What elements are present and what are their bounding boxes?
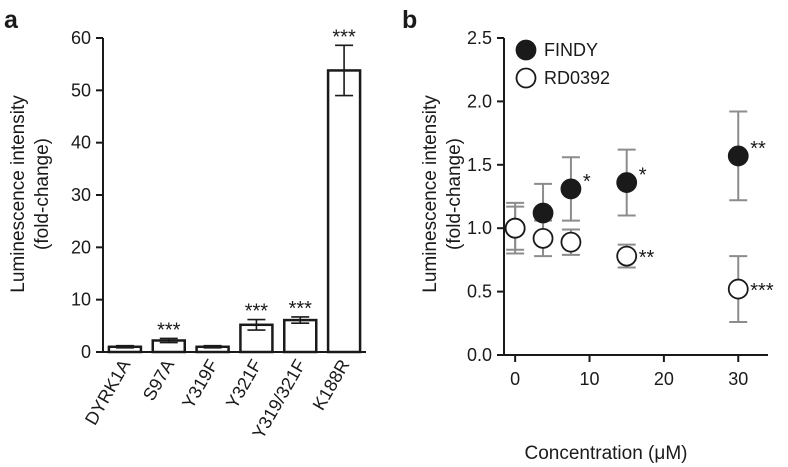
panel-a-letter: a bbox=[4, 6, 19, 34]
panel-b-y-tick-label: 2.5 bbox=[467, 28, 492, 48]
panel-b-x-tick-label: 20 bbox=[654, 369, 674, 389]
panel-a-category-label: S97A bbox=[139, 356, 178, 404]
panel-b-y-tick-label: 2.0 bbox=[467, 91, 492, 111]
panel-a-significance-label: *** bbox=[245, 301, 269, 323]
panel-b-open-point bbox=[727, 278, 749, 300]
panel-a-category-label: DYRK1A bbox=[81, 356, 134, 428]
panel-b-significance-label: ** bbox=[639, 247, 655, 269]
panel-a-y-tick-label: 50 bbox=[71, 80, 91, 100]
panel-b-open-point bbox=[616, 245, 638, 267]
panel-b-letter: b bbox=[402, 6, 417, 34]
panel-b-legend-label: FINDY bbox=[544, 40, 598, 60]
panel-b-points: * ******** bbox=[504, 110, 774, 324]
panel-b-y-tick-label: 1.5 bbox=[467, 155, 492, 175]
panel-b-x-tick-label: 30 bbox=[728, 369, 748, 389]
panel-a-bars: *** *** *** *** bbox=[107, 26, 362, 354]
panel-a-significance-label: *** bbox=[157, 319, 181, 341]
panel-b-legend-label: RD0392 bbox=[544, 68, 610, 88]
panel-a-y-axis: 0 10 20 30 40 50 60 bbox=[71, 28, 104, 362]
panel-b-open-point bbox=[532, 227, 554, 249]
panel-a-bar bbox=[326, 69, 362, 354]
panel-a-category-label: Y321F bbox=[222, 356, 266, 412]
panel-a-category-label: K188R bbox=[309, 356, 354, 414]
panel-b-open-point bbox=[560, 231, 582, 253]
panel-b-y-tick-label: 0.0 bbox=[467, 345, 492, 365]
panel-b-significance-label: * bbox=[639, 165, 647, 187]
panel-b-significance-label: *** bbox=[750, 280, 774, 302]
panel-a-significance-label: *** bbox=[289, 298, 313, 320]
panel-b-filled-point bbox=[727, 145, 749, 167]
panel-a-category-label-group: S97A bbox=[139, 356, 178, 404]
panel-a-category-label-group: Y321F bbox=[222, 356, 266, 412]
panel-a-y-axis-label-line1: Luminescence intensity bbox=[8, 95, 29, 293]
panel-b-axes: 0.0 0.5 1.0 1.5 2.0 2.5 0 10 20 30 bbox=[467, 28, 768, 389]
panel-b-open-point bbox=[504, 217, 526, 239]
panel-b-scatter-chart: b Luminescence intensity (fold-change) 0… bbox=[402, 6, 774, 464]
panel-b-legend: FINDY RD0392 bbox=[515, 39, 610, 89]
panel-a-category-label-group: K188R bbox=[309, 356, 354, 414]
panel-b-filled-point bbox=[560, 178, 582, 200]
panel-b-x-tick-label: 10 bbox=[580, 369, 600, 389]
panel-b-x-tick-label: 0 bbox=[510, 369, 520, 389]
panel-a-y-tick-label: 60 bbox=[71, 28, 91, 48]
panel-a-bar-chart: a Luminescence intensity (fold-change) 0… bbox=[4, 6, 366, 442]
panel-b-legend-marker bbox=[515, 67, 537, 89]
panel-b-y-axis-label: Luminescence intensity (fold-change) bbox=[420, 95, 465, 293]
panel-a-y-tick-label: 10 bbox=[71, 290, 91, 310]
panel-b-y-axis-label-line1: Luminescence intensity bbox=[420, 95, 441, 293]
panel-b-y-tick-label: 1.0 bbox=[467, 218, 492, 238]
panel-a-significance-label: *** bbox=[332, 26, 356, 48]
panel-b-filled-point bbox=[616, 172, 638, 193]
panel-b-filled-point bbox=[532, 202, 554, 224]
panel-a-y-axis-label: Luminescence intensity (fold-change) bbox=[8, 95, 53, 293]
panel-a-y-tick-label: 20 bbox=[71, 237, 91, 257]
panel-b-legend-marker bbox=[515, 39, 537, 61]
panel-b-y-tick-label: 0.5 bbox=[467, 282, 492, 302]
panel-a-y-tick-label: 30 bbox=[71, 185, 91, 205]
panel-a-y-tick-label: 40 bbox=[71, 133, 91, 153]
panel-a-y-axis-label-line2: (fold-change) bbox=[32, 138, 53, 250]
panel-a-category-label-group: Y319F bbox=[178, 356, 222, 412]
panel-a-bar bbox=[283, 318, 318, 354]
panel-a-y-tick-label: 0 bbox=[81, 342, 91, 362]
panel-a-category-label-group: DYRK1A bbox=[81, 356, 134, 428]
panel-b-y-axis-label-line2: (fold-change) bbox=[444, 138, 465, 250]
panel-b-significance-label: * bbox=[583, 171, 591, 193]
panel-b-x-axis-label: Concentration (μM) bbox=[524, 443, 687, 464]
panel-a-category-label: Y319F bbox=[178, 356, 222, 412]
panel-b-significance-label: ** bbox=[750, 138, 766, 160]
